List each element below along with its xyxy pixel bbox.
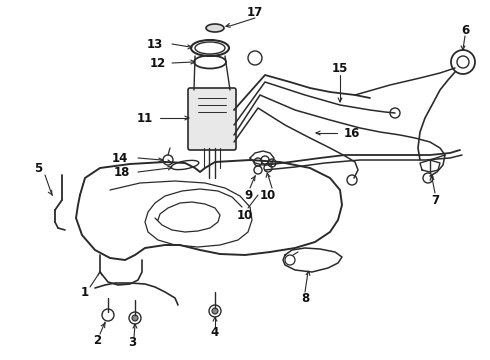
Text: 10: 10 [237, 208, 253, 221]
Text: 7: 7 [431, 194, 439, 207]
Text: 6: 6 [461, 23, 469, 36]
Circle shape [132, 315, 138, 321]
Ellipse shape [206, 24, 224, 32]
Text: 18: 18 [114, 166, 130, 179]
Text: 16: 16 [344, 126, 360, 140]
Text: 8: 8 [301, 292, 309, 305]
Text: 11: 11 [137, 112, 153, 125]
Text: 5: 5 [34, 162, 42, 175]
Text: 3: 3 [128, 337, 136, 350]
FancyBboxPatch shape [188, 88, 236, 150]
Text: 12: 12 [150, 57, 166, 69]
Text: 13: 13 [147, 37, 163, 50]
Text: 10: 10 [260, 189, 276, 202]
Text: 4: 4 [211, 327, 219, 339]
Text: 15: 15 [332, 62, 348, 75]
Text: 9: 9 [244, 189, 252, 202]
Text: 2: 2 [93, 333, 101, 346]
Text: 1: 1 [81, 287, 89, 300]
Text: 14: 14 [112, 152, 128, 165]
Text: 17: 17 [247, 5, 263, 18]
Circle shape [212, 308, 218, 314]
